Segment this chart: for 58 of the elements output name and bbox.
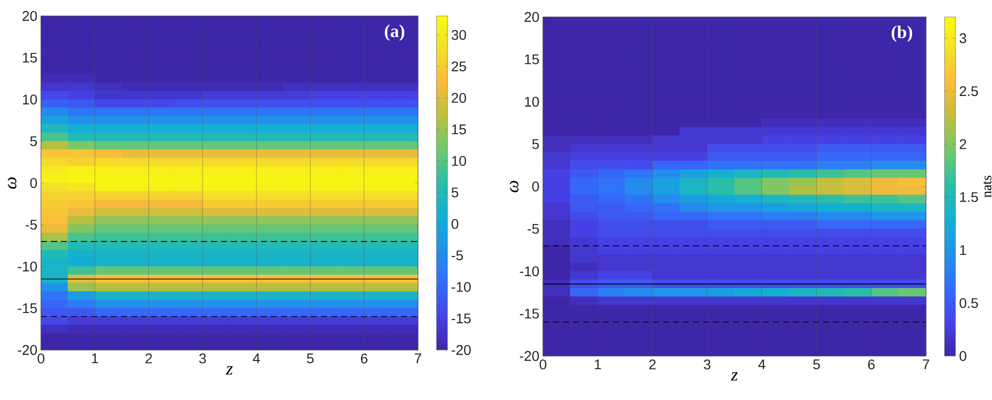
- color-bar-label: 2.5: [960, 86, 978, 96]
- x-tick-label: 6: [868, 360, 875, 370]
- x-tick-label: 2: [649, 360, 656, 370]
- x-tick-label: 0: [38, 354, 44, 364]
- x-tick-label: 1: [594, 360, 601, 370]
- y-tick-label: 15: [22, 52, 37, 63]
- x-axis-title: z: [226, 366, 233, 375]
- annotation: (b): [892, 26, 912, 42]
- y-tick-label: 10: [22, 94, 37, 104]
- y-tick-label: -15: [18, 303, 37, 314]
- y-tick-label: 5: [532, 139, 539, 150]
- annotation: (a): [384, 24, 404, 41]
- y-tick-label: -15: [520, 308, 539, 319]
- x-tick-label: 1: [92, 354, 98, 364]
- color-bar-label: -15: [452, 314, 471, 324]
- y-tick-label: 15: [524, 54, 539, 64]
- x-tick-label: 7: [414, 354, 422, 364]
- x-tick-label: 0: [540, 360, 546, 370]
- color-bar-label: -5: [452, 250, 463, 260]
- x-tick-label: 7: [922, 360, 930, 370]
- y-axis-title: ω: [510, 180, 518, 192]
- y-tick-label: -5: [528, 224, 539, 234]
- x-tick-label: 4: [252, 354, 260, 364]
- x-tick-label: 5: [813, 360, 820, 370]
- y-tick-label: 5: [30, 136, 37, 146]
- color-bar-label: -10: [452, 282, 471, 292]
- color-bar-label: 10: [452, 156, 466, 166]
- color-bar-label: 3: [960, 33, 966, 44]
- color-bar-label: 1.5: [960, 192, 978, 202]
- color-bar-label: 0: [452, 219, 458, 229]
- y-tick-label: 20: [524, 12, 539, 22]
- color-bar-label: 1: [960, 245, 966, 255]
- x-tick-label: 6: [360, 354, 368, 364]
- y-tick-label: -5: [26, 220, 37, 230]
- color-bar-title: nats: [983, 176, 992, 198]
- color-bar-label: 20: [452, 92, 466, 103]
- x-tick-label: 5: [306, 354, 314, 364]
- y-tick-label: -20: [18, 345, 37, 355]
- y-tick-label: 0: [532, 182, 539, 192]
- color-bar-label: 30: [452, 30, 466, 40]
- color-bar-label: -20: [452, 345, 471, 355]
- y-tick-label: 20: [22, 11, 37, 21]
- x-tick-label: 3: [704, 360, 710, 370]
- y-tick-label: -10: [520, 266, 539, 276]
- y-tick-label: 10: [524, 96, 539, 107]
- y-tick-label: 0: [30, 178, 37, 188]
- color-bar-label: 0.5: [960, 298, 978, 308]
- y-axis-title: ω: [8, 177, 16, 189]
- y-tick-label: -20: [520, 351, 539, 361]
- x-tick-label: 3: [199, 354, 206, 364]
- color-bar-label: 5: [452, 188, 458, 198]
- x-axis-title: z: [730, 372, 738, 381]
- x-tick-label: 2: [146, 354, 152, 364]
- color-bar-label: 2: [960, 139, 966, 150]
- y-tick-label: -10: [18, 262, 37, 272]
- color-bar-label: 25: [452, 61, 466, 72]
- x-tick-label: 4: [758, 360, 766, 370]
- color-bar-label: 15: [452, 124, 466, 134]
